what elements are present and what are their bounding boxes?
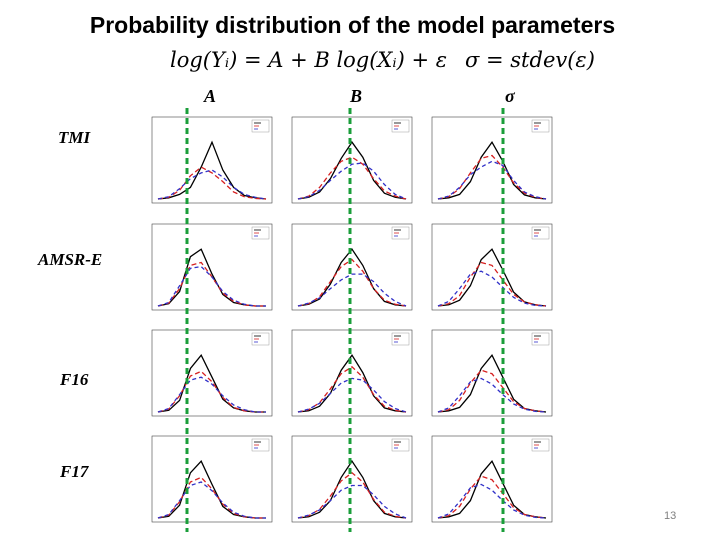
series-line-black xyxy=(297,460,407,519)
panel-axes-box xyxy=(291,435,413,523)
series-line-blue xyxy=(157,169,267,200)
series-line-black xyxy=(157,354,266,413)
series-line-blue xyxy=(437,377,547,413)
panel-amsr-e-0 xyxy=(151,223,273,311)
series-line-blue xyxy=(297,162,407,200)
model-formula: log(Yᵢ) = A + B log(Xᵢ) + ε xyxy=(170,48,448,72)
series-line-black xyxy=(157,140,267,200)
series-line-black xyxy=(297,354,407,413)
panel-amsr-e-2 xyxy=(431,223,553,311)
series-line-red xyxy=(437,261,547,307)
panel-axes-box xyxy=(151,116,273,204)
series-line-blue xyxy=(157,481,266,519)
series-line-blue xyxy=(157,376,266,413)
series-line-blue xyxy=(157,265,266,307)
panel-axes-box xyxy=(291,116,413,204)
panel-amsr-e-1 xyxy=(291,223,413,311)
panel-axes-box xyxy=(151,329,273,417)
panel-f16-0 xyxy=(151,329,273,417)
panel-axes-box xyxy=(291,223,413,311)
series-line-black xyxy=(157,460,266,519)
panel-f17-1 xyxy=(291,435,413,523)
panel-axes-box xyxy=(431,116,553,204)
panel-f17-2 xyxy=(431,435,553,523)
row-label-f17: F17 xyxy=(60,462,89,481)
panel-f17-0 xyxy=(151,435,273,523)
series-line-red xyxy=(437,369,547,413)
series-line-blue xyxy=(297,377,407,413)
panel-tmi-2 xyxy=(431,116,553,204)
panel-axes-box xyxy=(431,435,553,523)
panel-f16-2 xyxy=(431,329,553,417)
column-label-b: B xyxy=(350,86,363,106)
page-number: 13 xyxy=(664,510,677,522)
panel-tmi-0 xyxy=(151,116,273,204)
series-line-red xyxy=(157,261,266,307)
series-line-black xyxy=(437,354,547,413)
series-line-black xyxy=(297,141,407,200)
series-line-blue xyxy=(437,483,547,519)
panel-axes-box xyxy=(431,223,553,311)
row-label-f16: F16 xyxy=(60,370,89,389)
column-label-a: A xyxy=(204,86,217,106)
sigma-formula: σ = stdev(ε) xyxy=(465,48,595,72)
series-line-black xyxy=(297,248,407,307)
row-label-tmi: TMI xyxy=(58,128,91,147)
series-line-blue xyxy=(297,484,407,519)
series-line-blue xyxy=(437,270,547,307)
series-line-red xyxy=(437,154,547,200)
series-line-red xyxy=(437,475,547,519)
column-label-sigma: σ xyxy=(505,86,515,106)
panel-axes-box xyxy=(431,329,553,417)
series-line-red xyxy=(297,365,407,413)
series-line-red xyxy=(297,471,407,519)
series-line-red xyxy=(297,156,407,200)
series-line-black xyxy=(437,140,547,200)
series-line-red xyxy=(157,166,267,200)
panel-tmi-1 xyxy=(291,116,413,204)
panel-f16-1 xyxy=(291,329,413,417)
series-line-red xyxy=(297,258,407,307)
row-label-amsr-e: AMSR-E xyxy=(38,250,103,269)
panel-axes-box xyxy=(151,223,273,311)
slide-title: Probability distribution of the model pa… xyxy=(89,12,616,38)
series-line-black xyxy=(437,460,547,519)
series-line-blue xyxy=(297,273,407,307)
panel-axes-box xyxy=(151,435,273,523)
panel-axes-box xyxy=(291,329,413,417)
